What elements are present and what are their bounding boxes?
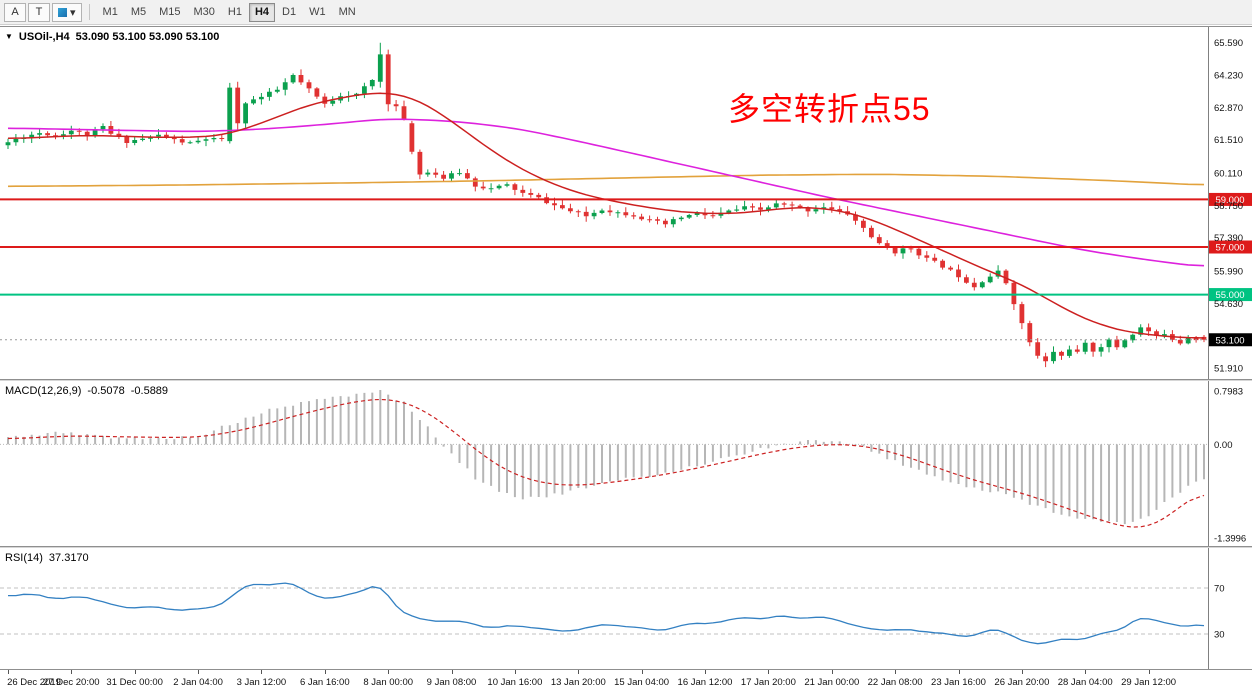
timeframe-button-d1[interactable]: D1 (276, 3, 302, 22)
time-axis-tick (134, 670, 136, 674)
time-axis-label: 28 Jan 04:00 (1057, 677, 1113, 688)
cursor-a-button[interactable]: A (4, 2, 26, 22)
timeframe-button-w1[interactable]: W1 (303, 3, 332, 22)
time-axis-label: 13 Jan 20:00 (550, 677, 606, 688)
time-axis-label: 15 Jan 04:00 (614, 677, 670, 688)
macd-canvas[interactable]: 0.7983 0.00 -1.3996 (0, 381, 1252, 546)
macd-main-value: -0.5078 (87, 385, 125, 397)
svg-text:0.00: 0.00 (1214, 440, 1233, 451)
macd-signal-value: -0.5889 (130, 385, 169, 397)
pane-divider[interactable] (0, 379, 1252, 381)
timeframe-button-h1[interactable]: H1 (222, 3, 248, 22)
annotation-text: 多空转折点55 (728, 91, 931, 127)
rsi-title: RSI(14) 37.3170 (5, 552, 89, 564)
svg-text:62.870: 62.870 (1214, 103, 1243, 114)
time-axis-label: 8 Jan 00:00 (363, 677, 414, 688)
rsi-label: RSI(14) (5, 552, 43, 564)
timeframe-button-h4[interactable]: H4 (248, 2, 276, 22)
time-axis-tick (8, 670, 9, 674)
timeframe-button-m30[interactable]: M30 (188, 3, 221, 22)
svg-text:60.110: 60.110 (1214, 169, 1242, 180)
text-tool-button[interactable]: T (28, 2, 50, 22)
svg-text:61.510: 61.510 (1214, 135, 1243, 146)
svg-text:-1.3996: -1.3996 (1214, 534, 1246, 545)
time-axis-label: 29 Jan 12:00 (1121, 677, 1177, 688)
timeframe-group: M1 M5 M15 M30 H1 H4 D1 W1 MN (97, 2, 362, 22)
svg-text:65.590: 65.590 (1214, 38, 1243, 49)
time-axis-tick (641, 670, 643, 674)
ohlc-values: 53.090 53.100 53.090 53.100 (75, 31, 220, 43)
time-axis-label: 2 Jan 04:00 (173, 677, 223, 688)
time-axis-tick (831, 670, 833, 674)
time-axis-tick (958, 670, 960, 674)
svg-text:30: 30 (1214, 630, 1225, 641)
timeframe-button-m15[interactable]: M15 (153, 3, 186, 22)
tool-swatch-icon (58, 7, 67, 17)
timeframe-button-m5[interactable]: M5 (125, 3, 152, 22)
time-axis-tick (768, 670, 770, 674)
time-axis-label: 27 Dec 20:00 (43, 677, 100, 688)
pane-divider[interactable] (0, 546, 1252, 548)
chevron-down-icon: ▾ (70, 6, 76, 19)
time-axis-label: 26 Jan 20:00 (994, 677, 1050, 688)
time-axis-tick (578, 670, 580, 674)
svg-text:70: 70 (1214, 584, 1225, 595)
svg-text:0.7983: 0.7983 (1214, 387, 1243, 398)
macd-label: MACD(12,26,9) (5, 385, 82, 397)
time-axis-tick (324, 670, 326, 674)
time-axis-label: 6 Jan 16:00 (299, 677, 350, 688)
time-axis-label: 21 Jan 00:00 (804, 677, 860, 688)
toolbar-separator (88, 4, 90, 20)
collapse-triangle-icon[interactable]: ▼ (5, 32, 13, 41)
time-axis-tick (514, 670, 516, 674)
time-axis-label: 9 Jan 08:00 (426, 677, 477, 688)
time-axis-tick (895, 670, 897, 674)
time-axis-tick (451, 670, 453, 674)
time-axis-label: 23 Jan 16:00 (931, 677, 986, 688)
tool-dropdown-button[interactable]: ▾ (52, 2, 82, 22)
time-axis-label: 17 Jan 20:00 (740, 677, 796, 688)
rsi-value: 37.3170 (48, 552, 89, 564)
timeframe-button-mn[interactable]: MN (333, 3, 362, 22)
chart-title: ▼ USOil-,H4 53.090 53.100 53.090 53.100 (5, 31, 219, 43)
svg-text:58.750: 58.750 (1214, 201, 1243, 212)
macd-title: MACD(12,26,9) -0.5078 -0.5889 (5, 385, 168, 397)
timeframe-button-m1[interactable]: M1 (97, 3, 124, 22)
time-axis-tick (71, 670, 73, 674)
svg-text:57.390: 57.390 (1214, 233, 1243, 244)
time-axis-label: 31 Dec 00:00 (106, 677, 163, 688)
time-axis-tick (198, 670, 200, 674)
svg-text:54.630: 54.630 (1214, 299, 1243, 310)
svg-text:59.000: 59.000 (1215, 195, 1244, 206)
time-axis-tick (1148, 670, 1150, 674)
time-axis-label: 22 Jan 08:00 (867, 677, 923, 688)
time-axis-tick (261, 670, 263, 674)
chart-window-border (0, 26, 1252, 27)
symbol-timeframe-label: USOil-,H4 (18, 31, 70, 43)
time-axis-tick (1021, 670, 1023, 674)
price-chart-canvas[interactable]: 59.000 57.000 55.000 53.100 65.590 64.230 62.8… (0, 27, 1252, 379)
time-axis-label: 10 Jan 16:00 (487, 677, 543, 688)
svg-text:55.990: 55.990 (1214, 267, 1243, 278)
toolbar: A T ▾ M1 M5 M15 M30 H1 H4 D1 W1 MN (0, 0, 1252, 25)
time-axis[interactable]: 26 Dec 2019 27 Dec 20:00 31 Dec 00:00 2 Jan… (0, 669, 1252, 696)
time-axis-tick (1085, 670, 1087, 674)
svg-text:53.100: 53.100 (1215, 335, 1244, 346)
time-axis-tick (705, 670, 706, 674)
svg-text:64.230: 64.230 (1214, 71, 1243, 82)
svg-text:57.000: 57.000 (1215, 243, 1244, 254)
svg-text:55.000: 55.000 (1215, 290, 1244, 301)
time-axis-tick (388, 670, 390, 674)
time-axis-label: 3 Jan 12:00 (236, 677, 287, 688)
rsi-canvas[interactable]: 70 30 (0, 548, 1252, 669)
time-axis-label: 26 Dec 2019 (7, 677, 61, 688)
svg-text:51.910: 51.910 (1214, 364, 1243, 375)
time-axis-label: 16 Jan 12:00 (677, 677, 733, 688)
